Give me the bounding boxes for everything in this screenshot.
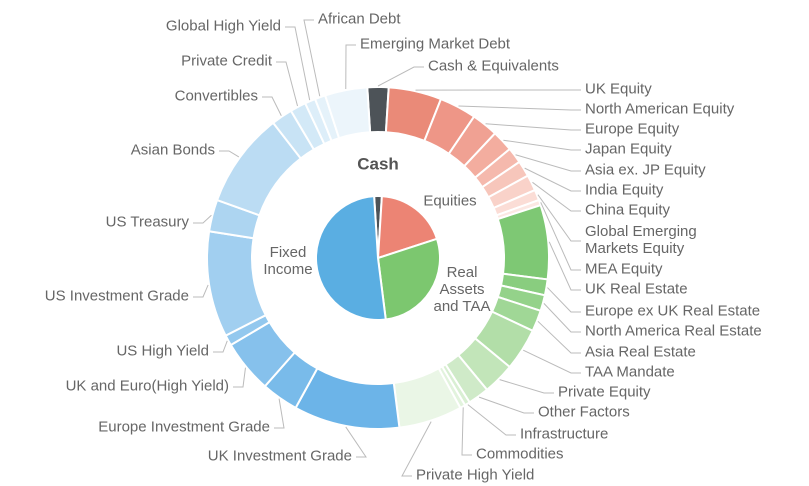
leader-line [478,396,534,414]
leader-line [540,202,581,271]
leader-line [193,284,209,298]
slice-label: North American Equity [585,100,735,118]
slice-label: US Treasury [105,213,189,231]
leader-line [485,123,581,131]
inner-slice [376,195,439,260]
group-label: Equities [423,192,477,210]
chart-title: Cash [357,154,399,174]
leader-line [467,404,516,436]
leader-line [401,421,432,477]
leader-line [537,320,581,354]
leader-line [543,303,581,333]
slice-label: Convertibles [174,87,258,105]
slice-label: Cash & Equivalents [428,57,559,75]
leader-line [262,96,282,116]
leader-line [345,44,356,90]
leader-line [285,26,311,101]
slice-label: Private Credit [181,52,272,70]
leader-line [193,214,212,224]
leader-line [532,181,581,212]
leader-line [537,194,581,242]
slice-label: UK Equity [585,80,652,98]
slice-label: Japan Equity [585,140,672,158]
leader-line [523,349,581,374]
leader-line [274,398,285,429]
group-label: Real Assets and TAA [433,263,491,315]
leader-line [458,105,581,111]
slice-label: Asian Bonds [130,141,215,159]
slice-label: Commodities [476,445,564,463]
leader-line [303,19,321,97]
slice-label: India Equity [585,181,664,199]
group-label: Fixed Income [263,244,313,278]
slice-label: Infrastructure [520,425,609,443]
outer-slice [496,203,550,281]
slice-label: Emerging Market Debt [360,35,511,53]
slice-label: Other Factors [538,403,630,421]
leader-line [515,154,581,172]
outer-slice [323,86,372,140]
slice-label: MEA Equity [585,260,663,278]
slice-label: UK Investment Grade [207,447,352,465]
slice-label: TAA Mandate [585,363,675,381]
slice-label: UK and Euro(High Yield) [65,377,229,395]
slice-label: Europe Investment Grade [98,418,270,436]
slice-label: Europe Equity [585,120,680,138]
slice-label: Europe ex UK Real Estate [585,302,761,320]
leader-line [547,287,581,313]
leader-line [524,167,581,192]
leader-line [377,66,424,87]
leader-line [461,407,472,456]
slice-label: China Equity [585,201,671,219]
leader-line [345,426,367,458]
slice-label: US Investment Grade [44,287,189,305]
inner-slice [315,195,387,321]
slice-label: UK Real Estate [585,280,688,298]
leader-line [219,150,240,158]
slice-label: Asia ex. JP Equity [585,161,706,179]
leader-line [499,379,554,394]
slice-label: Asia Real Estate [585,343,696,361]
leader-line [276,61,298,107]
slice-label: Private Equity [558,383,651,401]
leader-line [233,367,246,388]
slice-label: Global Emerging Markets Equity [585,223,697,257]
slice-label: North America Real Estate [585,322,762,340]
slice-label: African Debt [318,10,401,28]
slice-label: Global High Yield [165,17,281,35]
leader-line [213,340,228,353]
slice-label: Private High Yield [416,466,535,484]
leader-line [503,139,581,151]
inner-slice [376,237,441,321]
slice-label: US High Yield [116,342,209,360]
leader-line [548,241,581,291]
